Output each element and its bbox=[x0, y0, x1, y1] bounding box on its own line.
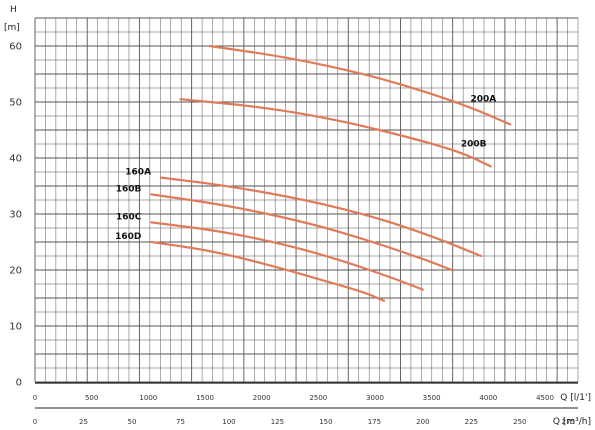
series-label-160A: 160A bbox=[125, 168, 151, 178]
series-line-160C bbox=[150, 221, 424, 291]
x-bottom-tick-label: 175 bbox=[368, 418, 381, 426]
series-line-160B bbox=[150, 193, 454, 272]
x-top-tick-labels: 0 500 1000 1500 2000 2500 3000 3500 4000 4500 bbox=[33, 394, 554, 402]
y-tick-labels: 0 10 20 30 40 50 60 bbox=[9, 42, 22, 389]
series-label-160D: 160D bbox=[115, 232, 141, 242]
y-tick-label: 40 bbox=[9, 154, 22, 165]
x-bottom-tick-labels: 0 25 50 75 100 125 150 175 200 225 250 275 bbox=[33, 418, 575, 426]
x-top-tick-label: 4500 bbox=[536, 394, 554, 402]
x-bottom-tick-label: 75 bbox=[176, 418, 185, 426]
series-line-200A bbox=[208, 44, 512, 126]
x-axis-label-bottom: Q [m³/h] bbox=[553, 417, 591, 427]
x-top-tick-label: 3500 bbox=[423, 394, 441, 402]
x-bottom-tick-label: 0 bbox=[33, 418, 37, 426]
x-top-tick-label: 4000 bbox=[479, 394, 497, 402]
grid bbox=[34, 17, 579, 409]
series-label-200B: 200B bbox=[461, 139, 487, 149]
x-top-tick-label: 1000 bbox=[139, 394, 157, 402]
x-top-tick-label: 500 bbox=[85, 394, 98, 402]
x-bottom-tick-label: 225 bbox=[465, 418, 478, 426]
x-bottom-tick-label: 200 bbox=[416, 418, 429, 426]
x-bottom-tick-label: 250 bbox=[513, 418, 526, 426]
y-axis-unit: [m] bbox=[4, 23, 20, 33]
y-tick-label: 0 bbox=[16, 378, 22, 389]
x-top-tick-label: 0 bbox=[33, 394, 37, 402]
x-bottom-tick-label: 25 bbox=[79, 418, 88, 426]
y-tick-label: 60 bbox=[9, 42, 22, 53]
series-line-160A bbox=[159, 176, 483, 258]
y-axis-symbol: H bbox=[10, 5, 17, 15]
y-tick-label: 50 bbox=[9, 98, 22, 109]
x-axis-label-top: Q [l/1'] bbox=[560, 393, 591, 403]
y-tick-label: 10 bbox=[9, 322, 22, 333]
series-line-160D bbox=[150, 240, 386, 302]
x-bottom-tick-label: 125 bbox=[271, 418, 284, 426]
y-tick-label: 30 bbox=[9, 210, 22, 221]
series-label-160C: 160C bbox=[116, 212, 142, 222]
x-top-tick-label: 1500 bbox=[196, 394, 214, 402]
x-bottom-tick-label: 50 bbox=[128, 418, 137, 426]
x-top-tick-label: 2500 bbox=[309, 394, 327, 402]
series-label-200A: 200A bbox=[470, 95, 496, 105]
y-tick-label: 20 bbox=[9, 266, 22, 277]
x-top-tick-label: 3000 bbox=[366, 394, 384, 402]
series-line-200B bbox=[179, 98, 492, 168]
x-top-tick-label: 2000 bbox=[253, 394, 271, 402]
x-bottom-tick-label: 275 bbox=[562, 418, 575, 426]
x-bottom-tick-label: 150 bbox=[319, 418, 332, 426]
curves: 200A 200B 160A 160B 160C 160D bbox=[115, 44, 512, 302]
x-bottom-tick-label: 100 bbox=[222, 418, 235, 426]
series-label-160B: 160B bbox=[116, 184, 142, 194]
